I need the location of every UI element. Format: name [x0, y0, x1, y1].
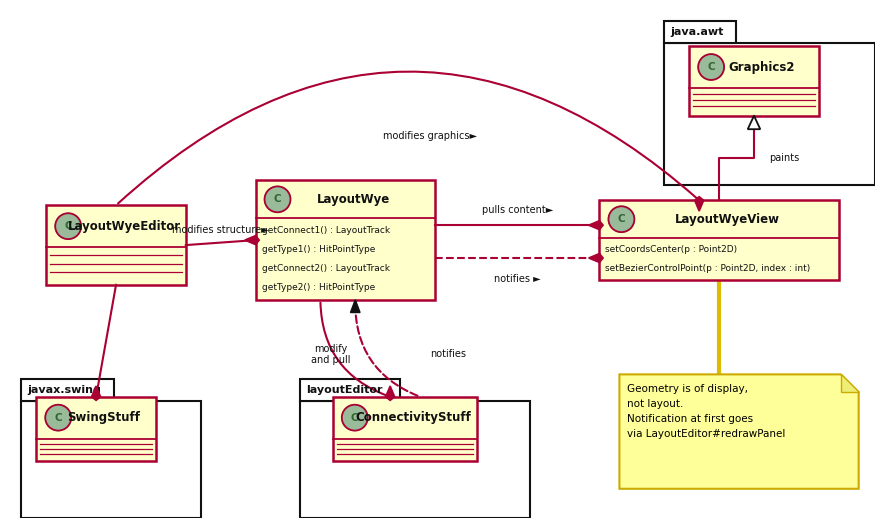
- Polygon shape: [92, 386, 101, 400]
- Polygon shape: [589, 254, 603, 263]
- Bar: [664, 43, 874, 185]
- Bar: [300, 401, 530, 517]
- Bar: [21, 401, 201, 517]
- Bar: [21, 379, 114, 401]
- Bar: [36, 397, 156, 461]
- Text: getType2() : HitPointType: getType2() : HitPointType: [262, 283, 375, 292]
- Text: setBezierControlPoint(p : Point2D, index : int): setBezierControlPoint(p : Point2D, index…: [605, 264, 810, 272]
- Text: getType1() : HitPointType: getType1() : HitPointType: [262, 245, 375, 254]
- Polygon shape: [619, 374, 858, 489]
- Text: getConnect2() : LayoutTrack: getConnect2() : LayoutTrack: [262, 264, 390, 273]
- Polygon shape: [350, 300, 360, 312]
- Polygon shape: [385, 386, 394, 400]
- Text: C: C: [273, 194, 281, 204]
- FancyArrowPatch shape: [356, 303, 418, 395]
- Text: C: C: [54, 413, 62, 422]
- Bar: [599, 200, 838, 280]
- Circle shape: [46, 405, 71, 431]
- Bar: [256, 181, 435, 300]
- Circle shape: [698, 54, 724, 80]
- Polygon shape: [748, 116, 760, 129]
- Text: notifies: notifies: [430, 349, 466, 360]
- Text: SwingStuff: SwingStuff: [67, 411, 140, 424]
- Circle shape: [342, 405, 368, 431]
- Text: LayoutWyeEditor: LayoutWyeEditor: [67, 220, 180, 233]
- Bar: [333, 397, 477, 461]
- Text: layoutEditor: layoutEditor: [307, 385, 383, 395]
- Text: modify
and pull: modify and pull: [311, 344, 350, 365]
- Bar: [46, 206, 186, 285]
- Text: setCoordsCenter(p : Point2D): setCoordsCenter(p : Point2D): [605, 245, 738, 254]
- FancyArrowPatch shape: [321, 303, 387, 396]
- Text: modifies graphics►: modifies graphics►: [383, 131, 477, 141]
- Polygon shape: [841, 374, 858, 392]
- Circle shape: [265, 186, 291, 212]
- Circle shape: [55, 213, 81, 239]
- Text: paints: paints: [769, 153, 799, 163]
- Bar: [689, 46, 819, 116]
- Text: Geometry is of display,
not layout.
Notification at first goes
via LayoutEditor#: Geometry is of display, not layout. Noti…: [627, 385, 786, 439]
- Text: C: C: [64, 221, 72, 231]
- Text: java.awt: java.awt: [670, 27, 724, 37]
- Circle shape: [609, 206, 634, 232]
- Text: pulls content►: pulls content►: [482, 205, 553, 215]
- Polygon shape: [244, 236, 259, 244]
- Text: Graphics2: Graphics2: [729, 61, 795, 74]
- FancyArrowPatch shape: [118, 72, 697, 203]
- Bar: [300, 379, 400, 401]
- Text: C: C: [618, 214, 625, 224]
- Polygon shape: [589, 221, 603, 230]
- Text: modifies structure►: modifies structure►: [173, 225, 269, 235]
- Polygon shape: [695, 197, 703, 211]
- Bar: [664, 21, 736, 43]
- Text: C: C: [351, 413, 358, 422]
- Text: ConnectivityStuff: ConnectivityStuff: [355, 411, 471, 424]
- Text: C: C: [707, 62, 715, 72]
- Text: getConnect1() : LayoutTrack: getConnect1() : LayoutTrack: [262, 226, 390, 235]
- Text: LayoutWye: LayoutWye: [316, 193, 390, 206]
- Text: javax.swing: javax.swing: [27, 385, 102, 395]
- Text: LayoutWyeView: LayoutWyeView: [675, 213, 780, 226]
- Text: notifies ►: notifies ►: [494, 274, 540, 284]
